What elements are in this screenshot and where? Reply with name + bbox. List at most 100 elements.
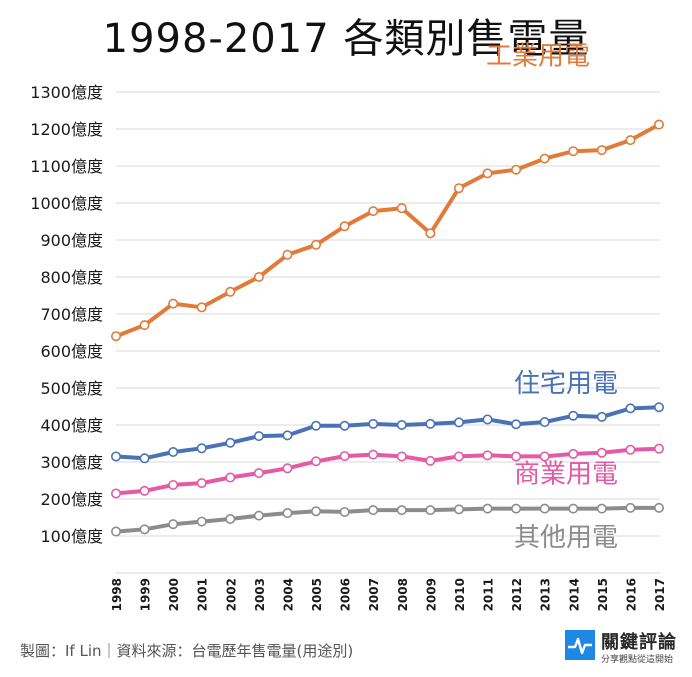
series-label: 工業用電: [486, 42, 590, 72]
y-tick-label: 500億度: [40, 379, 103, 398]
data-point: [396, 451, 407, 462]
data-point: [111, 526, 122, 537]
data-point: [168, 298, 179, 309]
x-tick-label: 2004: [281, 578, 295, 611]
data-point: [625, 135, 636, 146]
y-axis-tick-labels: 100億度 200億度 300億度 400億度 500億度 600億度 700億度 800億度…: [30, 83, 103, 546]
data-point: [511, 419, 522, 430]
brand-logo[interactable]: 關鍵評論 分享觀點從這開始: [565, 628, 683, 668]
data-point: [568, 410, 579, 421]
series-商業用電: [111, 443, 664, 499]
x-axis-tick-labels: 1998 1999 2000 2001 2002 2003 2004 2005 2006 2007…: [110, 578, 667, 611]
series-label: 其他用電: [514, 523, 618, 553]
data-point: [139, 524, 150, 535]
data-point: [311, 420, 322, 431]
data-point: [339, 506, 350, 517]
data-point: [196, 302, 207, 313]
data-point: [196, 478, 207, 489]
data-point: [282, 508, 293, 519]
y-tick-label: 600億度: [40, 342, 103, 361]
data-point: [111, 451, 122, 462]
data-point: [596, 503, 607, 514]
data-point: [368, 206, 379, 217]
data-point: [282, 463, 293, 474]
y-tick-label: 900億度: [40, 231, 103, 250]
data-point: [511, 451, 522, 462]
data-point: [568, 503, 579, 514]
y-tick-label: 300億度: [40, 453, 103, 472]
data-point: [339, 420, 350, 431]
data-point: [253, 431, 264, 442]
data-point: [196, 516, 207, 527]
data-point: [282, 430, 293, 441]
y-tick-label: 1000億度: [30, 194, 103, 213]
y-tick-label: 100億度: [40, 527, 103, 546]
data-point: [653, 502, 664, 513]
data-point: [311, 456, 322, 467]
data-point: [168, 479, 179, 490]
data-point: [653, 402, 664, 413]
data-point: [396, 203, 407, 214]
x-tick-label: 2011: [482, 578, 496, 611]
y-tick-label: 700億度: [40, 305, 103, 324]
data-point: [482, 503, 493, 514]
source-credit: 製圖：If Lin｜資料來源：台電歷年售電量(用途別): [20, 642, 354, 660]
x-tick-label: 2010: [453, 578, 467, 611]
x-tick-label: 2014: [567, 578, 581, 611]
data-point: [453, 183, 464, 194]
data-point: [253, 468, 264, 479]
y-tick-label: 800億度: [40, 268, 103, 287]
data-point: [339, 451, 350, 462]
data-point: [568, 448, 579, 459]
x-tick-label: 2000: [167, 578, 181, 611]
data-point: [596, 145, 607, 156]
x-tick-label: 2012: [510, 578, 524, 611]
x-tick-label: 2005: [310, 578, 324, 611]
series-工業用電: [111, 119, 664, 342]
data-point: [596, 411, 607, 422]
data-point: [482, 168, 493, 179]
data-point: [625, 502, 636, 513]
data-point: [139, 485, 150, 496]
x-tick-label: 2009: [424, 578, 438, 611]
data-point: [282, 249, 293, 260]
data-point: [368, 505, 379, 516]
data-point: [253, 271, 264, 282]
data-point: [368, 449, 379, 460]
data-point: [425, 455, 436, 466]
data-point: [539, 153, 550, 164]
data-point: [653, 443, 664, 454]
x-tick-label: 2016: [624, 578, 638, 611]
data-point: [396, 419, 407, 430]
y-tick-label: 1100億度: [30, 157, 103, 176]
data-point: [539, 503, 550, 514]
brand-name: 關鍵評論: [601, 632, 677, 653]
gridlines: [116, 91, 660, 574]
data-point: [139, 320, 150, 331]
x-tick-label: 2006: [339, 578, 353, 611]
data-point: [168, 519, 179, 530]
data-point: [425, 418, 436, 429]
series-line: [114, 122, 661, 339]
x-tick-label: 1998: [110, 578, 124, 611]
x-tick-label: 1999: [139, 578, 153, 611]
y-tick-label: 1200億度: [30, 120, 103, 139]
data-point: [225, 513, 236, 524]
y-tick-label: 400億度: [40, 416, 103, 435]
data-point: [625, 444, 636, 455]
data-point: [168, 447, 179, 458]
data-point: [225, 437, 236, 448]
series-其他用電: [111, 502, 664, 537]
series-lines: [111, 119, 664, 537]
data-point: [196, 443, 207, 454]
y-tick-label: 1300億度: [30, 83, 103, 102]
y-tick-label: 200億度: [40, 490, 103, 509]
data-point: [453, 451, 464, 462]
series-住宅用電: [111, 402, 664, 464]
x-tick-label: 2007: [367, 578, 381, 611]
x-tick-label: 2002: [224, 578, 238, 611]
data-point: [539, 451, 550, 462]
data-point: [253, 510, 264, 521]
data-point: [139, 453, 150, 464]
